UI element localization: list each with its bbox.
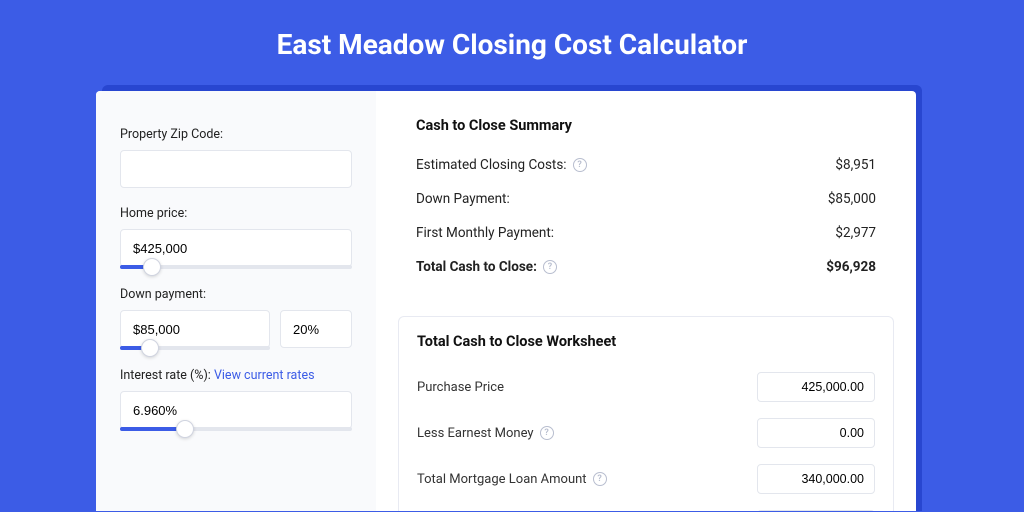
summary-row-label: Down Payment: [416, 191, 510, 207]
summary-row-label: Total Cash to Close: [416, 259, 537, 275]
worksheet-panel: Total Cash to Close Worksheet Purchase P… [398, 316, 894, 511]
zip-input[interactable] [120, 150, 352, 188]
summary-row: First Monthly Payment: $2,977 [416, 216, 876, 250]
summary-row-value: $85,000 [828, 191, 876, 207]
summary-row-value: $96,928 [826, 259, 876, 275]
worksheet-title: Total Cash to Close Worksheet [417, 333, 875, 350]
summary-row-value: $2,977 [835, 225, 876, 241]
worksheet-row: Total Second Mortgage Amount? [417, 502, 875, 511]
field-interest-rate: Interest rate (%): View current rates [120, 368, 352, 431]
interest-rate-label: Interest rate (%): View current rates [120, 368, 352, 383]
summary-row-label: First Monthly Payment: [416, 225, 554, 241]
worksheet-row: Purchase Price [417, 364, 875, 410]
worksheet-row-input[interactable] [757, 510, 875, 511]
worksheet-row: Less Earnest Money? [417, 410, 875, 456]
summary-row: Estimated Closing Costs:? $8,951 [416, 148, 876, 182]
help-icon[interactable]: ? [593, 472, 607, 486]
summary-panel: Cash to Close Summary Estimated Closing … [398, 111, 894, 300]
page-title: East Meadow Closing Cost Calculator [0, 0, 1024, 85]
down-payment-percent-input[interactable] [280, 310, 352, 348]
help-icon[interactable]: ? [543, 260, 557, 274]
home-price-slider[interactable] [120, 265, 352, 269]
view-rates-link[interactable]: View current rates [214, 368, 315, 383]
zip-label: Property Zip Code: [120, 127, 352, 142]
summary-row-value: $8,951 [835, 157, 876, 173]
summary-row: Down Payment: $85,000 [416, 182, 876, 216]
home-price-label: Home price: [120, 206, 352, 221]
down-payment-label: Down payment: [120, 287, 352, 302]
worksheet-row-label: Total Mortgage Loan Amount [417, 472, 587, 487]
worksheet-row-input[interactable] [757, 372, 875, 402]
summary-row-label: Estimated Closing Costs: [416, 157, 567, 173]
field-home-price: Home price: [120, 206, 352, 269]
worksheet-row-input[interactable] [757, 418, 875, 448]
results-column: Cash to Close Summary Estimated Closing … [376, 91, 916, 511]
summary-row: Total Cash to Close:? $96,928 [416, 250, 876, 284]
interest-rate-slider[interactable] [120, 427, 352, 431]
worksheet-row-label: Purchase Price [417, 380, 504, 395]
calculator-card: Property Zip Code: Home price: Down paym… [96, 91, 916, 511]
worksheet-row: Total Mortgage Loan Amount? [417, 456, 875, 502]
field-down-payment: Down payment: [120, 287, 352, 350]
help-icon[interactable]: ? [573, 158, 587, 172]
summary-title: Cash to Close Summary [416, 117, 876, 134]
interest-rate-input[interactable] [120, 391, 352, 429]
card-shadow: Property Zip Code: Home price: Down paym… [102, 85, 922, 511]
help-icon[interactable]: ? [540, 426, 554, 440]
down-payment-slider[interactable] [120, 346, 270, 350]
interest-rate-label-text: Interest rate (%): [120, 368, 214, 383]
field-zip: Property Zip Code: [120, 127, 352, 188]
worksheet-row-label: Less Earnest Money [417, 426, 534, 441]
inputs-column: Property Zip Code: Home price: Down paym… [96, 91, 376, 511]
worksheet-row-input[interactable] [757, 464, 875, 494]
